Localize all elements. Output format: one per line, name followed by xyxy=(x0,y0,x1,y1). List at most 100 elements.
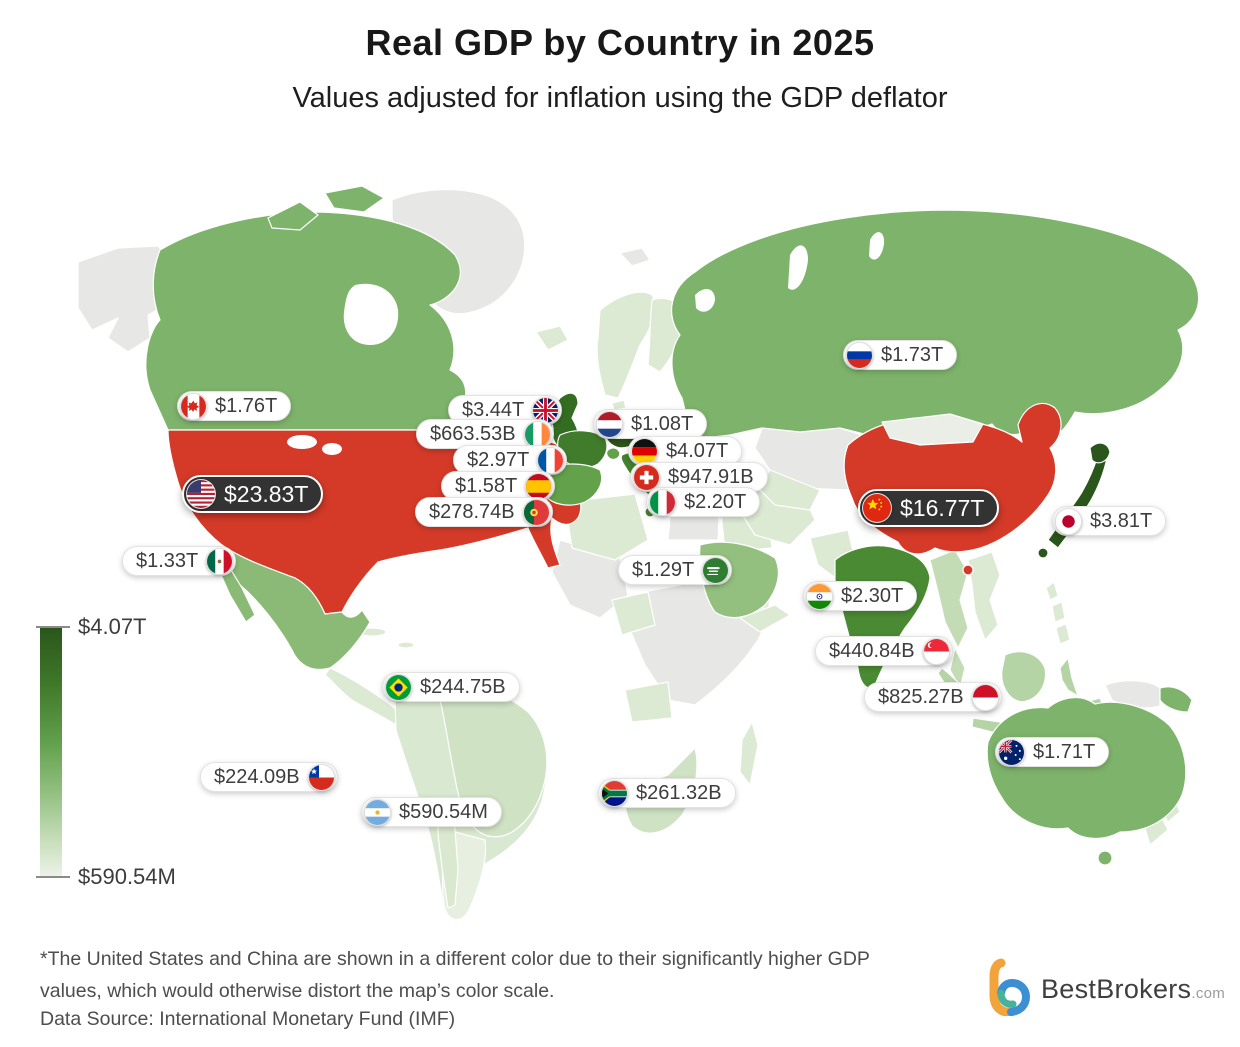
bestbrokers-logo-icon xyxy=(985,958,1031,1021)
gdp-value: $947.91B xyxy=(668,465,754,488)
map-switzerland xyxy=(606,447,621,460)
gdp-label-portugal: $278.74B xyxy=(415,497,553,527)
gdp-label-south-africa: $261.32B xyxy=(598,778,736,808)
flag-canada-icon xyxy=(180,392,207,420)
gdp-value: $1.73T xyxy=(881,343,944,366)
legend-max-label: $4.07T xyxy=(78,614,147,639)
gdp-label-spain: $1.58T xyxy=(441,471,556,501)
gdp-label-japan: $3.81T xyxy=(1052,506,1167,536)
gdp-label-germany: $4.07T xyxy=(628,436,743,466)
flag-switzerland-icon xyxy=(633,463,660,491)
map-canada-arctic-2 xyxy=(324,185,385,213)
data-source: Data Source: International Monetary Fund… xyxy=(40,1008,456,1030)
flag-japan-icon xyxy=(1055,507,1082,535)
gdp-value: $1.58T xyxy=(455,474,518,497)
flag-italy-icon xyxy=(649,488,676,516)
flag-india-icon xyxy=(806,582,833,610)
gdp-value: $261.32B xyxy=(636,781,722,804)
gdp-value: $2.97T xyxy=(467,448,530,471)
legend-min-label: $590.54M xyxy=(78,864,176,889)
gdp-label-brazil: $244.75B xyxy=(382,672,520,702)
gdp-value: $663.53B xyxy=(430,422,516,445)
gdp-value: $590.54M xyxy=(399,800,488,823)
map-white-sea xyxy=(695,288,715,312)
gdp-label-indonesia: $825.27B xyxy=(864,682,1002,712)
gdp-value: $1.29T xyxy=(632,558,695,581)
map-canada xyxy=(145,211,467,431)
gdp-label-russia: $1.73T xyxy=(843,340,958,370)
flag-russia-icon xyxy=(846,341,873,369)
gdp-label-saudi-arabia: $1.29T xyxy=(618,555,733,585)
bestbrokers-logo-tld: .com xyxy=(1191,985,1226,1002)
bestbrokers-logo-text: BestBrokers.com xyxy=(1041,974,1226,1004)
gdp-value: $3.81T xyxy=(1090,509,1153,532)
gdp-value: $1.76T xyxy=(215,394,278,417)
gdp-label-united-states: $23.83T xyxy=(182,475,324,513)
flag-spain-icon xyxy=(525,472,553,500)
map-arctic-inlet xyxy=(869,232,885,260)
gdp-value: $1.33T xyxy=(136,549,199,572)
map-hudson-bay xyxy=(343,283,399,345)
map-hainan xyxy=(962,564,974,576)
gdp-value: $16.77T xyxy=(900,494,985,521)
flag-chile-icon xyxy=(307,763,335,791)
gdp-value: $2.30T xyxy=(841,584,904,607)
map-great-lakes-2 xyxy=(322,443,342,455)
gdp-label-argentina: $590.54M xyxy=(361,797,502,827)
gdp-label-singapore: $440.84B xyxy=(815,636,953,666)
map-mongolia xyxy=(881,413,984,446)
flag-usa-icon xyxy=(186,479,216,509)
flag-singapore-icon xyxy=(922,637,950,665)
map-great-lakes xyxy=(287,435,317,449)
flag-saudi-arabia-icon xyxy=(702,556,730,584)
map-india xyxy=(834,545,931,689)
bestbrokers-logo: BestBrokers.com xyxy=(985,958,1225,1021)
gdp-label-canada: $1.76T xyxy=(177,391,292,421)
map-ob-gulf xyxy=(788,245,808,290)
gdp-value: $3.44T xyxy=(462,398,525,421)
gdp-value: $244.75B xyxy=(420,675,506,698)
map-canada-arctic-1 xyxy=(267,201,319,231)
flag-south-africa-icon xyxy=(601,779,628,807)
gdp-label-france: $2.97T xyxy=(453,445,568,475)
gdp-value: $2.20T xyxy=(684,490,747,513)
map-tasmania xyxy=(1097,850,1113,866)
legend-tick-bottom xyxy=(36,876,70,878)
map-papua xyxy=(1159,686,1193,713)
flag-indonesia-icon xyxy=(971,683,999,711)
flag-netherlands-icon xyxy=(596,410,623,438)
gdp-label-italy: $2.20T xyxy=(646,487,761,517)
flag-france-icon xyxy=(537,446,565,474)
footnote: *The United States and China are shown i… xyxy=(40,948,870,1002)
map-australia xyxy=(986,697,1187,839)
gdp-value: $825.27B xyxy=(878,685,964,708)
legend-gradient-bar xyxy=(40,627,62,877)
gdp-value: $224.09B xyxy=(214,765,300,788)
gdp-value: $278.74B xyxy=(429,500,515,523)
page-subtitle: Values adjusted for inflation using the … xyxy=(292,82,948,114)
flag-australia-icon xyxy=(998,738,1025,766)
gdp-label-chile: $224.09B xyxy=(200,762,338,792)
map-mexico xyxy=(221,544,371,671)
gdp-value: $440.84B xyxy=(829,639,915,662)
gdp-label-netherlands: $1.08T xyxy=(593,409,708,439)
flag-china-icon xyxy=(862,493,892,523)
flag-mexico-icon xyxy=(206,547,234,575)
map-russia xyxy=(671,209,1200,443)
flag-uk-icon xyxy=(532,396,560,424)
flag-brazil-icon xyxy=(385,673,412,701)
gdp-label-mexico: $1.33T xyxy=(122,546,237,576)
gdp-value: $4.07T xyxy=(666,439,729,462)
legend-tick-top xyxy=(36,626,70,628)
gdp-value: $23.83T xyxy=(224,480,309,507)
flag-ireland-icon xyxy=(523,420,551,448)
flag-argentina-icon xyxy=(364,798,391,826)
gdp-label-india: $2.30T xyxy=(803,581,918,611)
gdp-value: $1.08T xyxy=(631,412,694,435)
gdp-value: $1.71T xyxy=(1033,740,1096,763)
page-title: Real GDP by Country in 2025 xyxy=(365,22,875,63)
flag-portugal-icon xyxy=(522,498,550,526)
map-midpale-regions xyxy=(929,549,969,689)
gdp-label-china: $16.77T xyxy=(858,489,1000,527)
